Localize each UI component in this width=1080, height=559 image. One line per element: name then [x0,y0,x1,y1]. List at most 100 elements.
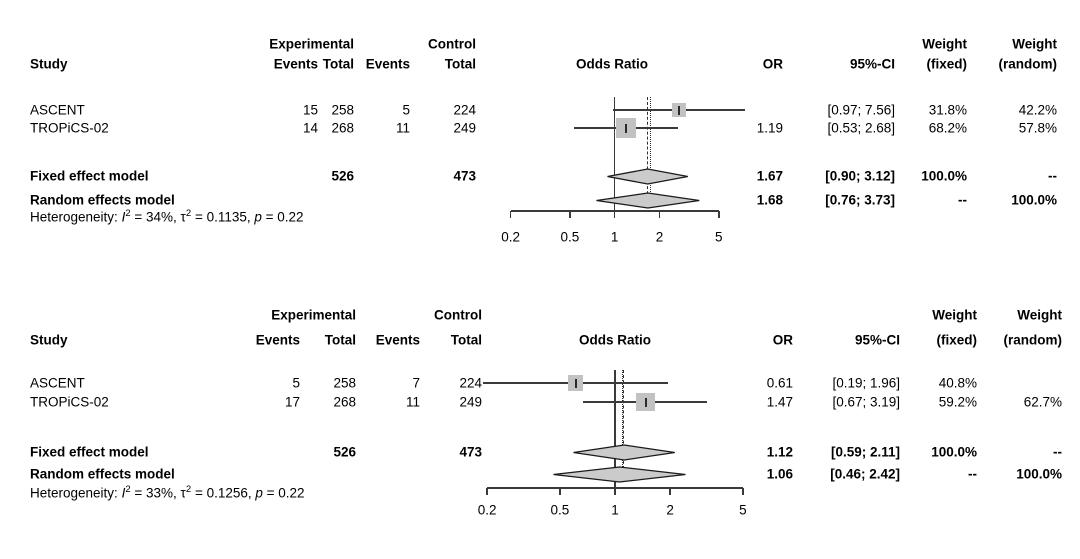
exp-total: 268 [333,394,356,410]
null-line [614,370,616,487]
fixed-exp-total: 526 [333,444,356,460]
column-header-ctrl-total: Total [450,332,482,348]
ctrl-events: 7 [412,375,420,391]
axis-tick-label: 5 [739,502,747,518]
null-line [613,97,616,210]
exp-total: 258 [333,375,356,391]
ctrl-total: 249 [453,120,476,136]
axis-tick [717,211,720,218]
column-header-odds-ratio: Odds Ratio [578,332,652,348]
axis-tick [613,211,616,218]
exp-events: 5 [292,375,300,391]
column-header-experimental: Experimental [269,36,354,52]
column-header-ctrl-events: Events [375,332,420,348]
ctrl-events: 11 [405,394,420,410]
heterogeneity-note: Heterogeneity: I2 = 34%, τ2 = 0.1135, p … [30,207,304,225]
fixed-weight-fixed: 100.0% [931,444,977,460]
column-header-random: (random) [998,56,1058,72]
axis-line [487,487,743,489]
exp-events: 14 [302,120,318,136]
fixed-ctrl-total: 473 [453,168,476,184]
random-effects-diamond [553,465,686,483]
study-name: ASCENT [30,102,85,118]
axis-tick [614,488,616,495]
column-header-control: Control [428,36,476,52]
ci-value: [0.67; 3.19] [832,394,900,410]
column-header-random: (random) [1003,332,1063,348]
axis-tick-label: 1 [611,502,619,518]
weight-fixed-value: 40.8% [938,375,977,391]
column-header-exp-events: Events [255,332,300,348]
axis-tick [559,488,561,495]
axis-line [510,210,719,212]
axis-tick-label: 0.2 [501,229,521,245]
fixed-effect-line [623,370,625,479]
fixed-or-value: 1.12 [766,444,793,460]
point-estimate-tick [574,378,577,388]
column-header-exp-events: Events [273,56,318,72]
random-weight-fixed: -- [958,192,967,208]
study-name: TROPiCS-02 [30,394,109,410]
column-header-weight-random: Weight [1012,36,1057,52]
weight-fixed-value: 68.2% [928,120,967,136]
column-header-exp-total: Total [324,332,356,348]
column-header-odds-ratio: Odds Ratio [575,56,649,72]
column-header-weight-random: Weight [1017,307,1062,323]
axis-tick [742,488,744,495]
column-header-ctrl-total: Total [444,56,476,72]
column-header-ci: 95%-CI [854,332,900,348]
axis-tick [669,488,671,495]
weight-random-value: 42.2% [1018,102,1057,118]
random-model-label: Random effects model [30,466,175,482]
axis-tick [486,488,488,495]
random-effects-diamond [596,191,700,209]
random-weight-fixed: -- [968,466,977,482]
column-header-study: Study [30,332,68,348]
column-header-ctrl-events: Events [365,56,410,72]
column-header-study: Study [30,56,68,72]
random-ci-value: [0.46; 2.42] [830,466,900,482]
random-ci-value: [0.76; 3.73] [825,192,895,208]
ci-value: [0.19; 1.96] [832,375,900,391]
fixed-effect-diamond [607,167,689,185]
column-header-control: Control [434,307,482,323]
weight-random-value: 57.8% [1018,120,1057,136]
axis-tick-label: 5 [714,229,723,245]
random-effect-line [621,370,623,479]
axis-tick-label: 0.5 [560,229,580,245]
fixed-or-value: 1.67 [756,168,783,184]
exp-total: 258 [331,102,354,118]
fixed-ci-value: [0.90; 3.12] [825,168,895,184]
ctrl-events: 11 [395,120,410,136]
column-header-weight-fixed: Weight [932,307,977,323]
fixed-model-label: Fixed effect model [30,168,149,184]
or-value: 0.61 [766,375,793,391]
heterogeneity-note: Heterogeneity: I2 = 33%, τ2 = 0.1256, p … [30,483,305,501]
fixed-weight-random: -- [1053,444,1062,460]
or-value: 1.19 [756,120,783,136]
point-estimate-tick [624,123,627,133]
column-header-exp-total: Total [322,56,354,72]
exp-total: 268 [331,120,354,136]
column-header-or: OR [762,56,783,72]
exp-events: 17 [284,394,300,410]
axis-tick-label: 0.5 [550,502,570,518]
axis-tick [569,211,571,218]
ci-value: [0.97; 7.56] [827,102,895,118]
column-header-fixed: (fixed) [936,332,978,348]
weight-random-value: 62.7% [1023,394,1062,410]
column-header-or: OR [772,332,793,348]
ci-value: [0.53; 2.68] [827,120,895,136]
random-model-label: Random effects model [30,192,175,208]
exp-events: 15 [302,102,318,118]
fixed-ci-value: [0.59; 2.11] [830,444,900,460]
axis-tick-label: 0.2 [477,502,497,518]
point-estimate-tick [677,105,680,115]
or-value: 1.47 [766,394,793,410]
axis-tick [658,211,661,218]
